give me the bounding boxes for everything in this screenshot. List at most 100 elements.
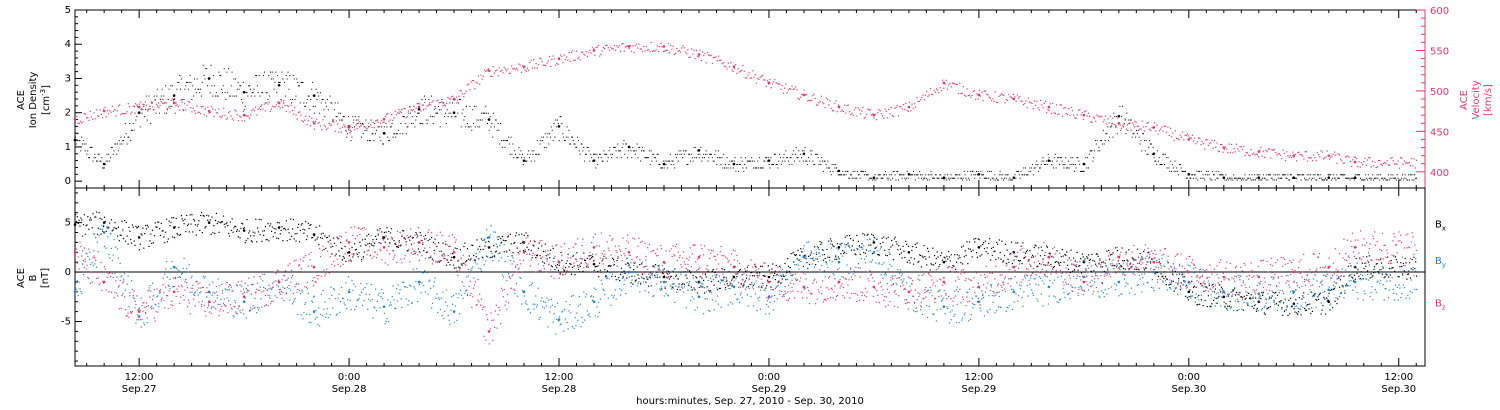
velocity-sample xyxy=(868,109,870,111)
velocity-sample xyxy=(389,119,391,121)
bx-sample xyxy=(738,269,741,271)
density-sample xyxy=(1004,174,1006,176)
bx-sample xyxy=(475,256,477,258)
velocity-sample xyxy=(164,102,166,104)
bx-sample xyxy=(528,249,530,251)
density-sample xyxy=(913,174,915,176)
bx-sample xyxy=(210,233,212,235)
density-sample xyxy=(1336,174,1338,176)
bx-sample xyxy=(1074,260,1077,262)
velocity-sample xyxy=(542,64,545,66)
density-sample xyxy=(732,167,734,169)
bx-sample xyxy=(1310,312,1312,315)
density-sample xyxy=(627,150,629,152)
velocity-sample xyxy=(731,69,733,71)
velocity-sample xyxy=(163,102,165,104)
bx-sample xyxy=(1122,260,1124,262)
bx-sample xyxy=(1120,264,1122,267)
by-sample xyxy=(315,309,317,312)
density-sample xyxy=(252,92,254,94)
density-sample xyxy=(598,157,600,159)
bx-sample xyxy=(405,241,407,243)
velocity-sample xyxy=(127,103,129,105)
bx-sample xyxy=(348,255,350,257)
velocity-sample xyxy=(1227,152,1229,154)
velocity-sample xyxy=(130,113,132,115)
density-sample xyxy=(1080,170,1082,172)
by-sample xyxy=(261,306,263,308)
density-sample xyxy=(806,160,808,162)
velocity-sample xyxy=(92,118,94,120)
density-sample xyxy=(216,95,218,97)
bx-sample xyxy=(360,245,362,247)
velocity-sample xyxy=(508,72,510,75)
bx-sample xyxy=(1043,264,1045,266)
velocity-sample xyxy=(409,106,411,108)
density-sample xyxy=(256,75,258,77)
bx-sample xyxy=(1075,265,1077,268)
density-sample xyxy=(109,157,111,159)
by-sample xyxy=(284,279,287,282)
density-sample xyxy=(1368,177,1370,179)
by-sample xyxy=(460,294,462,297)
by-sample xyxy=(566,321,568,324)
velocity-sample xyxy=(155,103,158,105)
velocity-sample xyxy=(142,103,144,105)
bx-sample xyxy=(694,289,696,291)
velocity-sample xyxy=(839,106,841,108)
bx-sample xyxy=(499,252,501,254)
density-sample xyxy=(105,160,107,162)
bx-sample xyxy=(979,255,981,257)
velocity-sample xyxy=(180,99,182,101)
density-sample xyxy=(702,157,704,159)
velocity-sample xyxy=(161,102,164,104)
bx-sample xyxy=(1215,297,1217,300)
density-sample xyxy=(329,95,331,97)
density-sample xyxy=(420,122,422,124)
bx-sample xyxy=(372,238,374,241)
density-sample xyxy=(464,116,466,118)
velocity-sample xyxy=(1283,152,1285,155)
density-sample xyxy=(1033,167,1035,169)
density-sample xyxy=(419,122,421,124)
density-sample xyxy=(218,71,220,73)
velocity-sample xyxy=(153,109,155,111)
bx-sample xyxy=(589,258,591,260)
bx-sample xyxy=(575,258,577,260)
density-sample xyxy=(272,78,274,80)
velocity-sample xyxy=(1355,158,1358,160)
density-sample xyxy=(1356,174,1358,176)
density-sample xyxy=(1366,177,1368,179)
density-sample xyxy=(162,99,164,100)
by-sample xyxy=(154,303,156,305)
by-sample xyxy=(562,310,564,312)
velocity-sample xyxy=(660,42,662,44)
bx-sample xyxy=(655,271,658,273)
bx-sample xyxy=(329,239,331,241)
velocity-sample xyxy=(1146,122,1148,124)
bx-sample xyxy=(229,221,232,223)
density-sample xyxy=(482,112,484,114)
density-sample xyxy=(1059,164,1061,166)
density-sample xyxy=(355,119,357,121)
bx-sample xyxy=(613,263,616,266)
velocity-sample xyxy=(791,85,793,87)
density-sample xyxy=(113,150,115,152)
bx-sample xyxy=(1293,308,1295,310)
bx-sample xyxy=(423,249,425,252)
bx-sample xyxy=(1178,278,1180,280)
density-sample xyxy=(1226,179,1228,181)
bx-sample xyxy=(541,245,543,247)
bx-sample xyxy=(871,233,873,235)
density-sample xyxy=(558,140,560,142)
velocity-sample xyxy=(300,114,302,116)
density-sample xyxy=(343,116,345,118)
bx-sample xyxy=(415,231,417,234)
by-sample xyxy=(542,301,545,303)
density-sample xyxy=(178,81,180,83)
by-sample xyxy=(547,326,549,328)
velocity-sample xyxy=(1024,103,1026,105)
velocity-sample xyxy=(1152,127,1154,129)
bx-sample xyxy=(622,276,624,278)
bx-sample xyxy=(336,236,338,238)
